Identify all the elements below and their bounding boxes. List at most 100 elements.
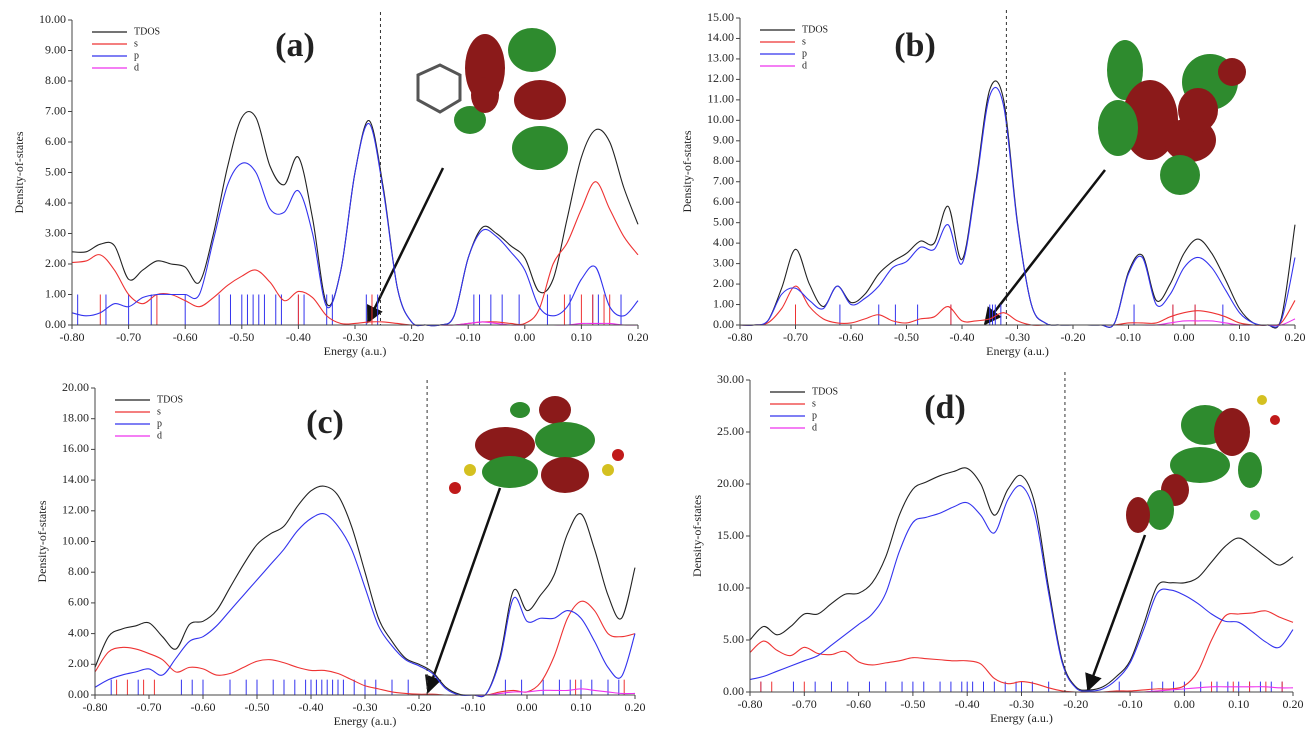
x-tick-label: -0.60: [839, 330, 864, 344]
y-tick-label: 6.00: [713, 194, 734, 208]
x-tick-label: 0.00: [517, 700, 538, 714]
x-tick-label: 0.00: [1174, 330, 1195, 344]
y-tick-label: 8.00: [713, 153, 734, 167]
y-axis-label: Density-of-states: [12, 131, 26, 213]
x-tick-label: -0.80: [728, 330, 753, 344]
arrow: [424, 487, 502, 694]
x-tick-label: -0.70: [783, 330, 808, 344]
legend-label: TDOS: [134, 26, 160, 37]
y-tick-label: 1.00: [713, 296, 734, 310]
y-tick-label: 2.00: [45, 256, 66, 270]
x-tick-label: 0.10: [571, 700, 592, 714]
y-tick-label: 0.00: [68, 687, 89, 701]
y-axis-label: Density-of-states: [690, 495, 704, 577]
dos-line: [739, 86, 1296, 328]
x-tick-label: 0.10: [1228, 697, 1249, 711]
x-tick-label: -0.80: [83, 700, 108, 714]
x-tick-label: -0.50: [900, 697, 925, 711]
orbital-d: [1126, 395, 1280, 533]
y-tick-label: 18.00: [62, 410, 89, 424]
legend-label: TDOS: [157, 394, 183, 405]
x-tick-label: -0.60: [846, 697, 871, 711]
y-tick-label: 2.00: [68, 656, 89, 670]
x-tick-label: -0.60: [173, 330, 198, 344]
x-tick-label: -0.10: [1118, 697, 1143, 711]
y-tick-label: 6.00: [68, 595, 89, 609]
y-tick-label: 10.00: [717, 580, 744, 594]
y-tick-label: 7.00: [713, 173, 734, 187]
x-tick-label: -0.20: [1061, 330, 1086, 344]
y-tick-label: 20.00: [717, 476, 744, 490]
x-tick-label: -0.80: [60, 330, 85, 344]
dos-line: [749, 485, 1294, 692]
dos-line: [739, 285, 1296, 326]
y-tick-label: 10.00: [707, 112, 734, 126]
y-tick-label: 8.00: [45, 73, 66, 87]
y-tick-label: 5.00: [723, 632, 744, 646]
x-tick-label: 0.20: [1283, 697, 1304, 711]
x-tick-label: -0.30: [343, 330, 368, 344]
y-tick-label: 30.00: [717, 372, 744, 386]
x-tick-label: 0.00: [514, 330, 535, 344]
y-tick-label: 15.00: [707, 10, 734, 24]
legend-label: d: [802, 60, 807, 71]
x-tick-label: -0.10: [461, 700, 486, 714]
y-tick-label: 9.00: [713, 133, 734, 147]
x-tick-label: -0.50: [245, 700, 270, 714]
y-tick-label: 7.00: [45, 103, 66, 117]
x-tick-label: -0.10: [456, 330, 481, 344]
x-tick-label: -0.20: [1063, 697, 1088, 711]
y-tick-label: 0.00: [713, 317, 734, 331]
y-tick-label: 15.00: [717, 528, 744, 542]
x-tick-label: -0.20: [399, 330, 424, 344]
y-tick-label: 25.00: [717, 424, 744, 438]
y-tick-label: 1.00: [45, 286, 66, 300]
legend-label: s: [157, 406, 161, 417]
y-tick-label: 3.00: [45, 225, 66, 239]
y-tick-label: 6.00: [45, 134, 66, 148]
orbital-a: [416, 28, 568, 170]
legend-label: s: [134, 38, 138, 49]
dos-line: [749, 610, 1294, 693]
legend-label: p: [802, 48, 807, 59]
y-tick-label: 20.00: [62, 380, 89, 394]
arrow: [983, 169, 1106, 326]
y-tick-label: 8.00: [68, 564, 89, 578]
dos-line: [94, 485, 636, 698]
y-tick-label: 5.00: [45, 164, 66, 178]
legend-label: p: [157, 418, 162, 429]
y-tick-label: 0.00: [723, 684, 744, 698]
x-axis-label: Energy (a.u.): [986, 344, 1049, 358]
y-tick-label: 0.00: [45, 317, 66, 331]
dos-line: [94, 513, 636, 698]
x-tick-label: -0.30: [1005, 330, 1030, 344]
x-tick-label: -0.40: [955, 697, 980, 711]
x-tick-label: 0.10: [1229, 330, 1250, 344]
y-tick-label: 11.00: [707, 92, 734, 106]
x-tick-label: -0.20: [407, 700, 432, 714]
y-tick-label: 16.00: [62, 441, 89, 455]
y-tick-label: 9.00: [45, 42, 66, 56]
panel-label: (d): [924, 389, 966, 426]
panel-label: (c): [306, 404, 344, 441]
y-tick-label: 4.00: [713, 235, 734, 249]
x-tick-label: -0.30: [1009, 697, 1034, 711]
dos-line: [71, 181, 639, 326]
x-tick-label: -0.80: [738, 697, 763, 711]
legend-label: d: [134, 62, 139, 73]
y-tick-label: 13.00: [707, 51, 734, 65]
legend-label: TDOS: [812, 386, 838, 397]
x-tick-label: 0.20: [625, 700, 646, 714]
x-axis-label: Energy (a.u.): [990, 711, 1053, 725]
y-tick-label: 12.00: [707, 71, 734, 85]
y-tick-label: 4.00: [45, 195, 66, 209]
y-tick-label: 14.00: [62, 472, 89, 486]
y-axis-label: Density-of-states: [35, 500, 49, 582]
x-tick-label: -0.10: [1116, 330, 1141, 344]
y-tick-label: 4.00: [68, 625, 89, 639]
dos-line: [94, 600, 636, 696]
y-tick-label: 14.00: [707, 30, 734, 44]
y-tick-label: 2.00: [713, 276, 734, 290]
arrow: [366, 167, 445, 324]
